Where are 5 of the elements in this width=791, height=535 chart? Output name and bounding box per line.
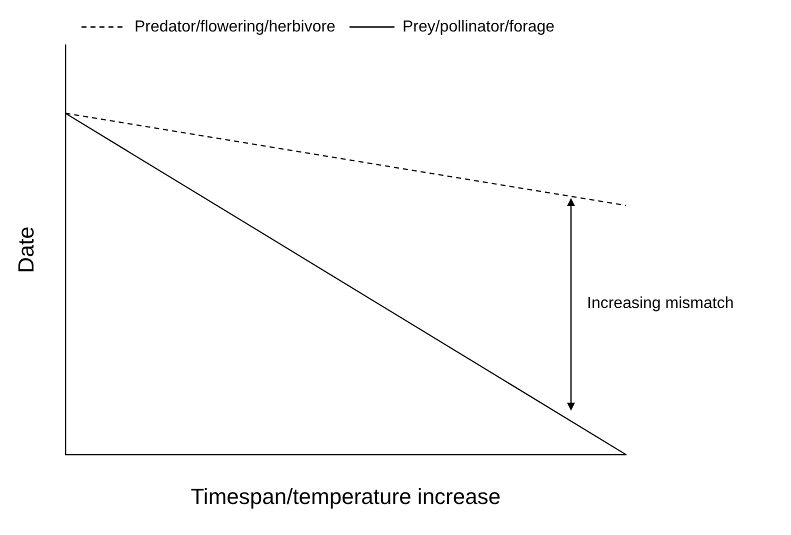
- legend-label: Prey/pollinator/forage: [402, 18, 555, 36]
- legend-label: Predator/flowering/herbivore: [134, 18, 336, 36]
- x-axis-title: Timespan/temperature increase: [190, 484, 501, 509]
- y-axis-title: Date: [13, 226, 38, 274]
- annotation: Increasing mismatch: [587, 294, 734, 313]
